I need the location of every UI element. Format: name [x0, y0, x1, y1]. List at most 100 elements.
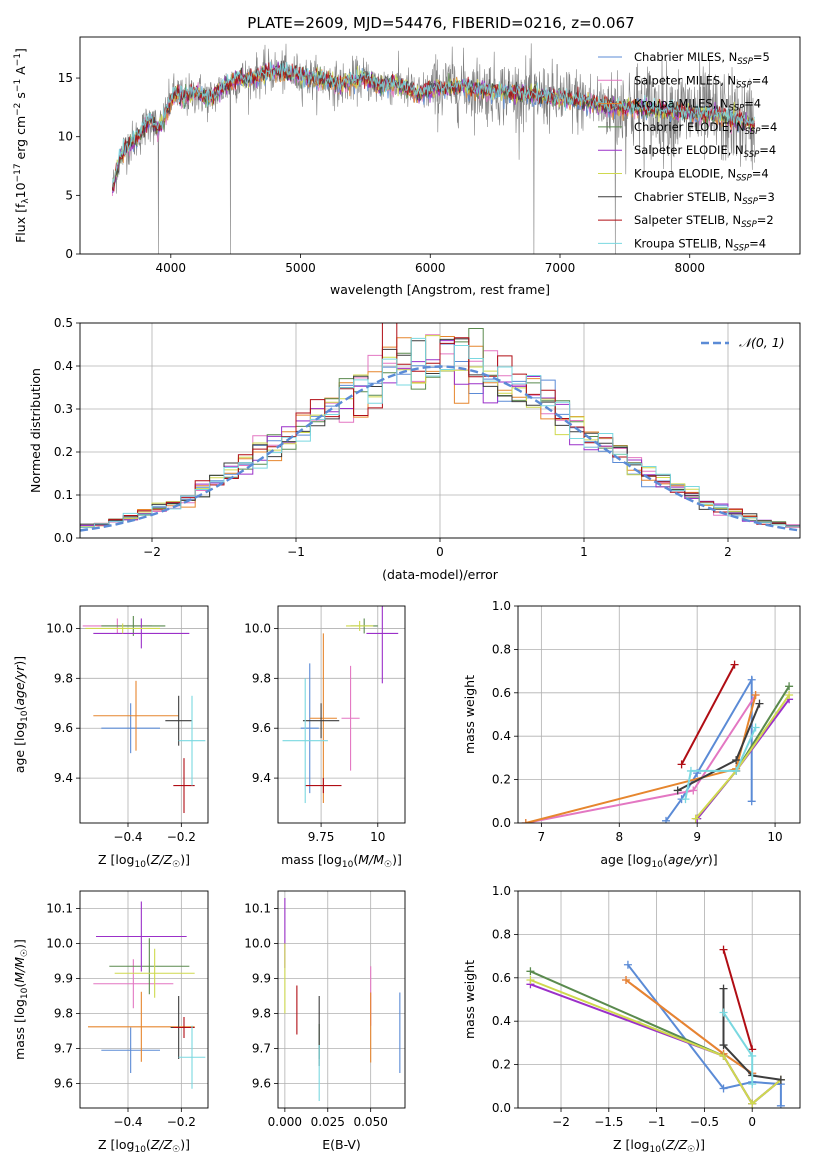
- x-axis-label-part: 10: [134, 1145, 146, 1155]
- legend-count: =4: [752, 73, 769, 87]
- y-axis-label-part: age/yr: [12, 665, 27, 706]
- weight-marker-5: [526, 975, 535, 984]
- x-tick-label: −0.4: [113, 1115, 142, 1129]
- x-axis-label: (data-model)/error: [382, 567, 499, 582]
- y-axis-label-part: λ: [21, 198, 31, 204]
- x-tick-label: 9.75: [308, 830, 335, 844]
- y-tick-label: 0.4: [492, 1014, 511, 1028]
- y-tick-label: 0.0: [492, 816, 511, 830]
- x-axis-label: mass [log10(M/M☉)]: [281, 852, 402, 870]
- x-tick-label: 0: [748, 1115, 756, 1129]
- x-axis-label-part: 10: [134, 860, 146, 870]
- x-tick-label: 8000: [674, 261, 705, 275]
- x-axis-label: Z [log10(Z/Z☉)]: [98, 852, 190, 870]
- legend-model-name: Salpeter MILES, N: [634, 73, 736, 87]
- weight-marker-2: [521, 819, 530, 823]
- y-axis-label-part: 10: [20, 710, 30, 722]
- weight-marker-7: [677, 760, 686, 769]
- plot-area-age-Z: [82, 615, 206, 814]
- weight-marker-8: [732, 766, 741, 775]
- y-tick-label: 9.9: [252, 972, 271, 986]
- panel-spectrum: 4000 5000 6000 7000 8000 0 5 10 15 wavelength [An…: [13, 36, 801, 297]
- plot-area-weight-age: [521, 660, 794, 823]
- axes-frame: [277, 605, 406, 824]
- axes-frame: [277, 890, 406, 1109]
- y-axis-label-part: −1: [13, 79, 23, 92]
- y-tick-label: 10.0: [244, 937, 271, 951]
- x-tick-label: 9: [693, 830, 701, 844]
- legend-label-2: Kroupa MILES, NSSP=4: [634, 97, 761, 114]
- y-tick-label: 9.6: [252, 721, 271, 735]
- x-axis-label-part: ☉: [172, 1145, 180, 1155]
- weight-marker-6: [755, 699, 764, 708]
- y-tick-label: 9.8: [54, 671, 73, 685]
- y-axis-label-part: −2: [13, 103, 23, 116]
- histogram-7: [80, 323, 800, 538]
- x-axis-label: wavelength [Angstrom, rest frame]: [330, 282, 550, 297]
- y-tick-label: 9.7: [54, 1042, 73, 1056]
- legend-count: =4: [760, 120, 777, 134]
- legend-label: 𝒩(0, 1): [739, 335, 785, 350]
- y-tick-label: 0.6: [492, 686, 511, 700]
- legend-label-3: Chabrier ELODIE, NSSP=4: [634, 120, 777, 137]
- x-tick-label: 5000: [285, 261, 316, 275]
- y-tick-label: 0: [65, 247, 73, 261]
- weight-marker-3: [526, 967, 535, 976]
- plot-area-spectrum: [111, 43, 756, 254]
- x-tick-label: 1: [580, 545, 588, 559]
- legend-count: =4: [759, 143, 776, 157]
- weight-marker-0: [747, 797, 756, 806]
- y-tick-label: 10.1: [46, 902, 73, 916]
- y-tick-label: 9.4: [54, 771, 73, 785]
- y-tick-label: 9.6: [252, 1077, 271, 1091]
- axes-frame: [79, 322, 801, 539]
- weight-line-6: [722, 988, 782, 1081]
- y-tick-label: 5: [65, 188, 73, 202]
- legend-subscript: SSP: [744, 150, 760, 160]
- y-axis-label-part: M/M: [12, 957, 27, 983]
- legend-label-1: Salpeter MILES, NSSP=4: [634, 73, 769, 90]
- legend-model-name: Salpeter STELIB, N: [634, 213, 741, 227]
- y-tick-label: 0.2: [54, 445, 73, 459]
- x-tick-label: 7000: [545, 261, 576, 275]
- y-axis-label-part: ]: [13, 48, 28, 53]
- x-tick-label: 0.000: [268, 1115, 302, 1129]
- y-tick-label: 0.4: [492, 729, 511, 743]
- x-axis-label-part: )]: [695, 1137, 705, 1152]
- plot-area-age-mass: [282, 606, 399, 804]
- legend-model-name: Kroupa STELIB, N: [634, 236, 734, 250]
- weight-marker-5: [719, 1051, 728, 1060]
- y-tick-label: 0.0: [492, 1101, 511, 1115]
- x-axis-label-part: Z [log: [98, 852, 134, 867]
- y-tick-label: 0.2: [492, 773, 511, 787]
- y-axis-label-part: Flux [f: [13, 203, 28, 243]
- weight-marker-8: [719, 1008, 728, 1017]
- y-tick-label: 9.6: [54, 721, 73, 735]
- x-tick-label: −1: [648, 1115, 666, 1129]
- weight-marker-6: [776, 1075, 785, 1084]
- y-axis-label-part: ☉: [20, 949, 30, 957]
- x-axis-label-part: 10: [342, 860, 354, 870]
- weight-line-8: [684, 727, 757, 800]
- weight-line-7: [680, 664, 736, 765]
- x-axis-label-part: (: [353, 852, 358, 867]
- x-axis-label: Z [log10(Z/Z☉)]: [613, 1137, 705, 1155]
- x-axis-label-part: (: [663, 852, 668, 867]
- x-tick-label: 6000: [415, 261, 446, 275]
- x-tick-label: −1.5: [594, 1115, 623, 1129]
- x-axis-label-part: )]: [708, 852, 718, 867]
- model-fit-line-8: [111, 61, 756, 184]
- y-axis-label-part: mass [log: [12, 999, 27, 1060]
- y-axis-label: mass [log10(M/M☉)]: [12, 939, 30, 1060]
- x-axis-label-part: (: [146, 1137, 151, 1152]
- y-tick-label: 9.6: [54, 1077, 73, 1091]
- weight-marker-2: [751, 690, 760, 699]
- x-axis-label-part: )]: [180, 1137, 190, 1152]
- legend-subscript: SSP: [745, 127, 761, 137]
- x-tick-label: 8: [615, 830, 623, 844]
- y-tick-label: 10.0: [46, 621, 73, 635]
- legend-count: =3: [758, 190, 775, 204]
- legend-label-4: Salpeter ELODIE, NSSP=4: [634, 143, 776, 160]
- y-tick-label: 10: [58, 130, 73, 144]
- weight-marker-0: [747, 675, 756, 684]
